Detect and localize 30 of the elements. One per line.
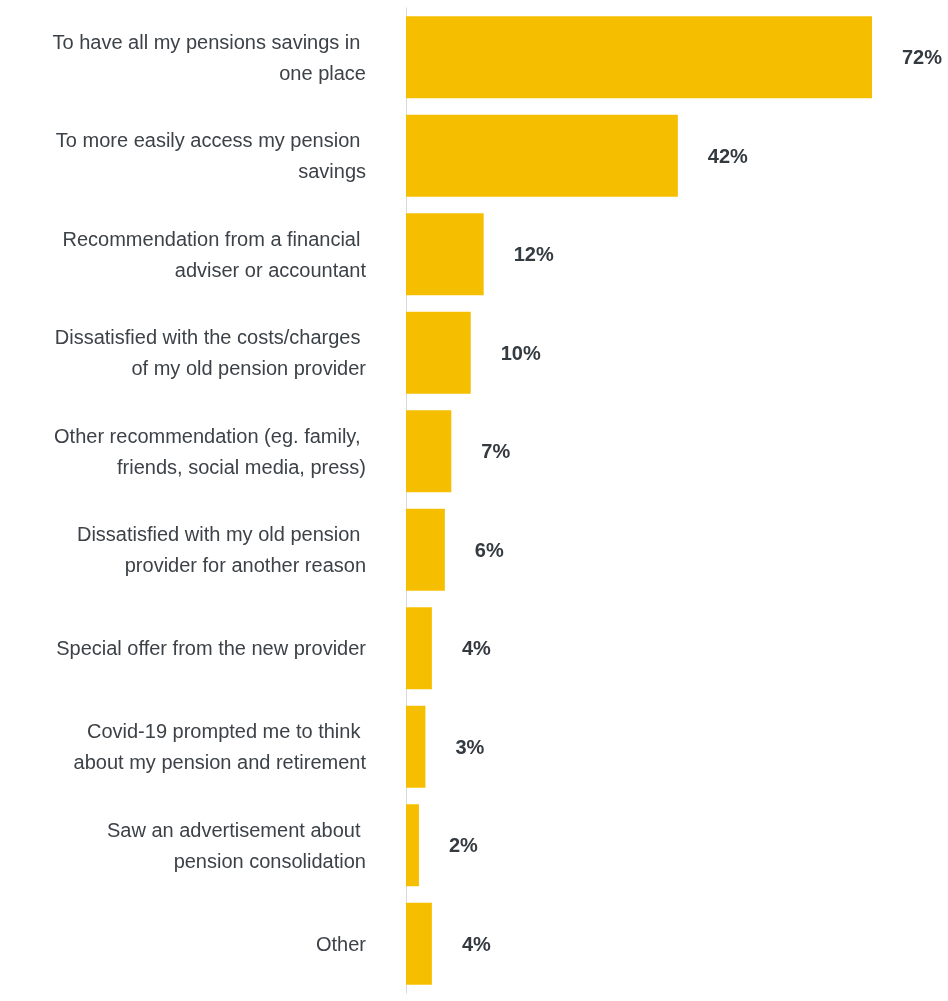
y-tick-label: Saw an advertisement about pension consolidation — [106, 818, 366, 872]
data-label: 3% — [455, 735, 485, 758]
data-label: 7% — [481, 440, 511, 463]
y-tick-label: Dissatisfied with the costs/charges of my old pension provider — [54, 326, 367, 380]
y-tick-label: Other — [315, 932, 367, 955]
bar — [406, 16, 872, 99]
data-label: 4% — [461, 637, 492, 660]
data-label: 72% — [902, 46, 943, 69]
bar — [406, 508, 445, 591]
bar — [406, 114, 678, 197]
y-tick-label: Dissatisfied with my old pension provider for another reason — [76, 523, 366, 577]
data-label: 2% — [448, 834, 479, 857]
y-tick-label: Covid-19 prompted me to think about my pension and retirement — [73, 720, 367, 774]
data-label: 12% — [513, 243, 554, 266]
data-label: 42% — [707, 144, 749, 167]
data-label: 10% — [500, 341, 541, 364]
y-tick-label: Recommendation from a financial adviser or accountant — [62, 227, 367, 281]
data-label: 6% — [474, 538, 504, 561]
bar — [406, 213, 484, 296]
bar — [406, 410, 452, 493]
y-tick-label: To more easily access my pension savings — [55, 129, 366, 183]
bar — [406, 804, 419, 887]
y-tick-label: Special offer from the new provider — [56, 637, 367, 660]
y-tick-label: To have all my pensions savings in one place — [52, 30, 366, 84]
y-tick-label: Other recommendation (eg. family, friends, social media, press) — [54, 424, 366, 478]
bar — [406, 902, 432, 985]
bar — [406, 311, 471, 394]
bar — [406, 705, 426, 788]
data-label: 4% — [461, 932, 492, 955]
bar — [406, 607, 432, 690]
